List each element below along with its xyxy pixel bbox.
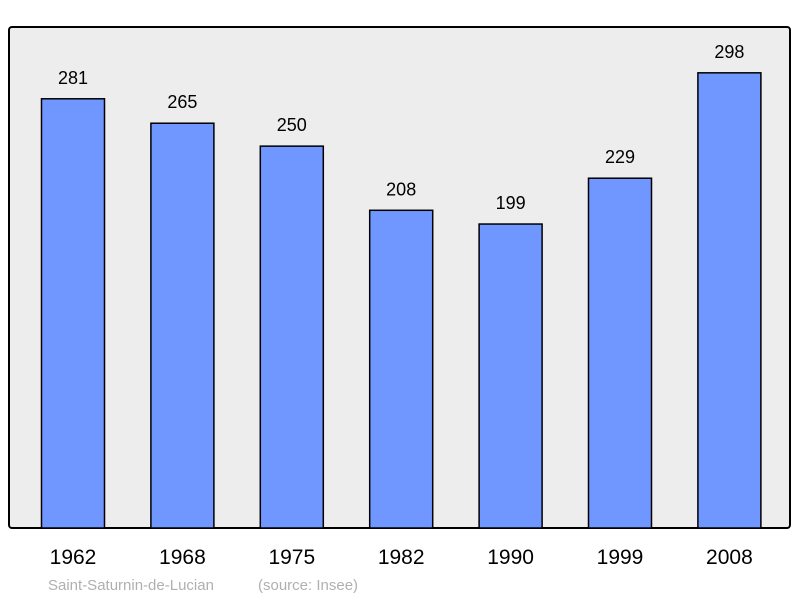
bar-1982: [368, 209, 434, 529]
footer-source: (source: Insee): [258, 577, 358, 594]
data-label-1968: 265: [167, 92, 197, 112]
x-tick-label-1962: 1962: [50, 546, 97, 569]
data-label-1975: 250: [277, 115, 307, 135]
x-tick-label-1990: 1990: [487, 546, 534, 569]
bar-1999: [587, 177, 653, 529]
footer-place: Saint-Saturnin-de-Lucian: [48, 577, 214, 594]
x-tick-label-1982: 1982: [378, 546, 425, 569]
bar-1975: [259, 145, 325, 529]
x-tick-label-1968: 1968: [159, 546, 206, 569]
x-tick-label-2008: 2008: [706, 546, 753, 569]
x-tick-label-1975: 1975: [268, 546, 315, 569]
data-label-1982: 208: [386, 179, 416, 199]
x-tick-label-1999: 1999: [597, 546, 644, 569]
data-label-1999: 229: [605, 147, 635, 167]
bar-2008: [697, 72, 762, 529]
bar-1962: [40, 98, 106, 529]
data-label-2008: 298: [714, 42, 744, 62]
data-label-1990: 199: [496, 193, 526, 213]
data-label-1962: 281: [58, 68, 88, 88]
bar-1968: [150, 122, 215, 529]
bar-1990: [478, 223, 543, 529]
